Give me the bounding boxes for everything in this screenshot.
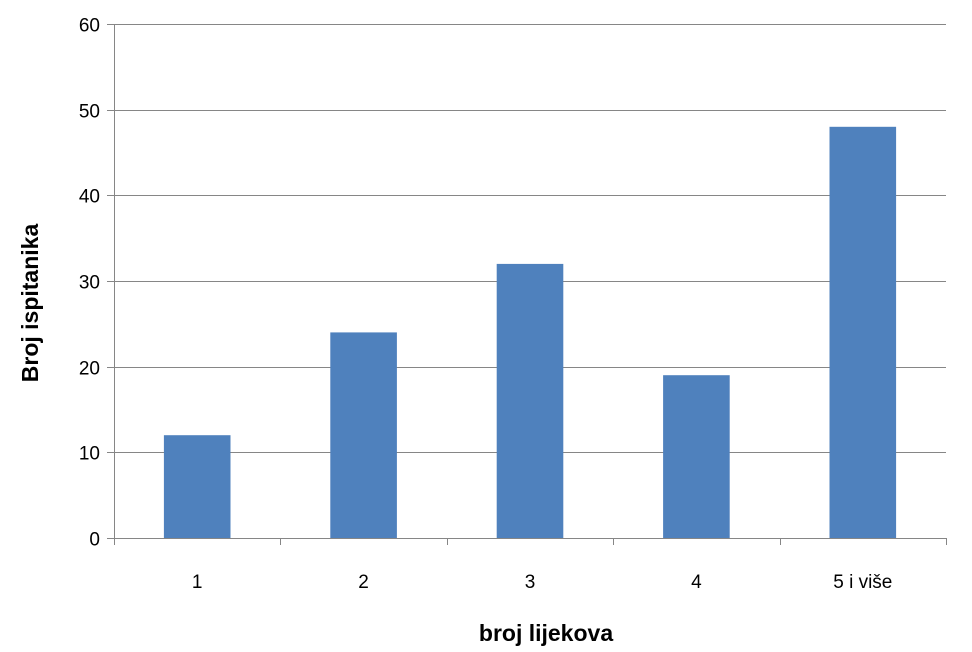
- bar: [663, 375, 730, 538]
- y-axis-title: Broj ispitanika: [17, 224, 43, 383]
- y-tick-label: 0: [89, 530, 100, 551]
- y-tick-label: 30: [79, 273, 100, 294]
- y-tick-label: 10: [79, 444, 100, 465]
- x-tick-label: 4: [691, 572, 702, 593]
- tick-labels: 0 10 20 30 40 50 60 1 2 3 4 5 i više: [79, 16, 893, 594]
- y-tick-label: 50: [79, 102, 100, 123]
- x-tick-label: 2: [358, 572, 369, 593]
- x-tick-label: 1: [192, 572, 203, 593]
- bars: [163, 126, 897, 539]
- x-tick-label: 3: [525, 572, 536, 593]
- bar: [330, 332, 397, 538]
- x-tick-label: 5 i više: [833, 572, 892, 593]
- x-axis-title: broj lijekova: [479, 620, 613, 646]
- bar: [163, 435, 231, 538]
- y-tick-label: 20: [79, 359, 100, 380]
- bar: [496, 263, 564, 538]
- axes: [107, 24, 947, 545]
- bar: [829, 126, 897, 539]
- y-tick-label: 60: [79, 16, 100, 37]
- y-tick-label: 40: [79, 187, 100, 208]
